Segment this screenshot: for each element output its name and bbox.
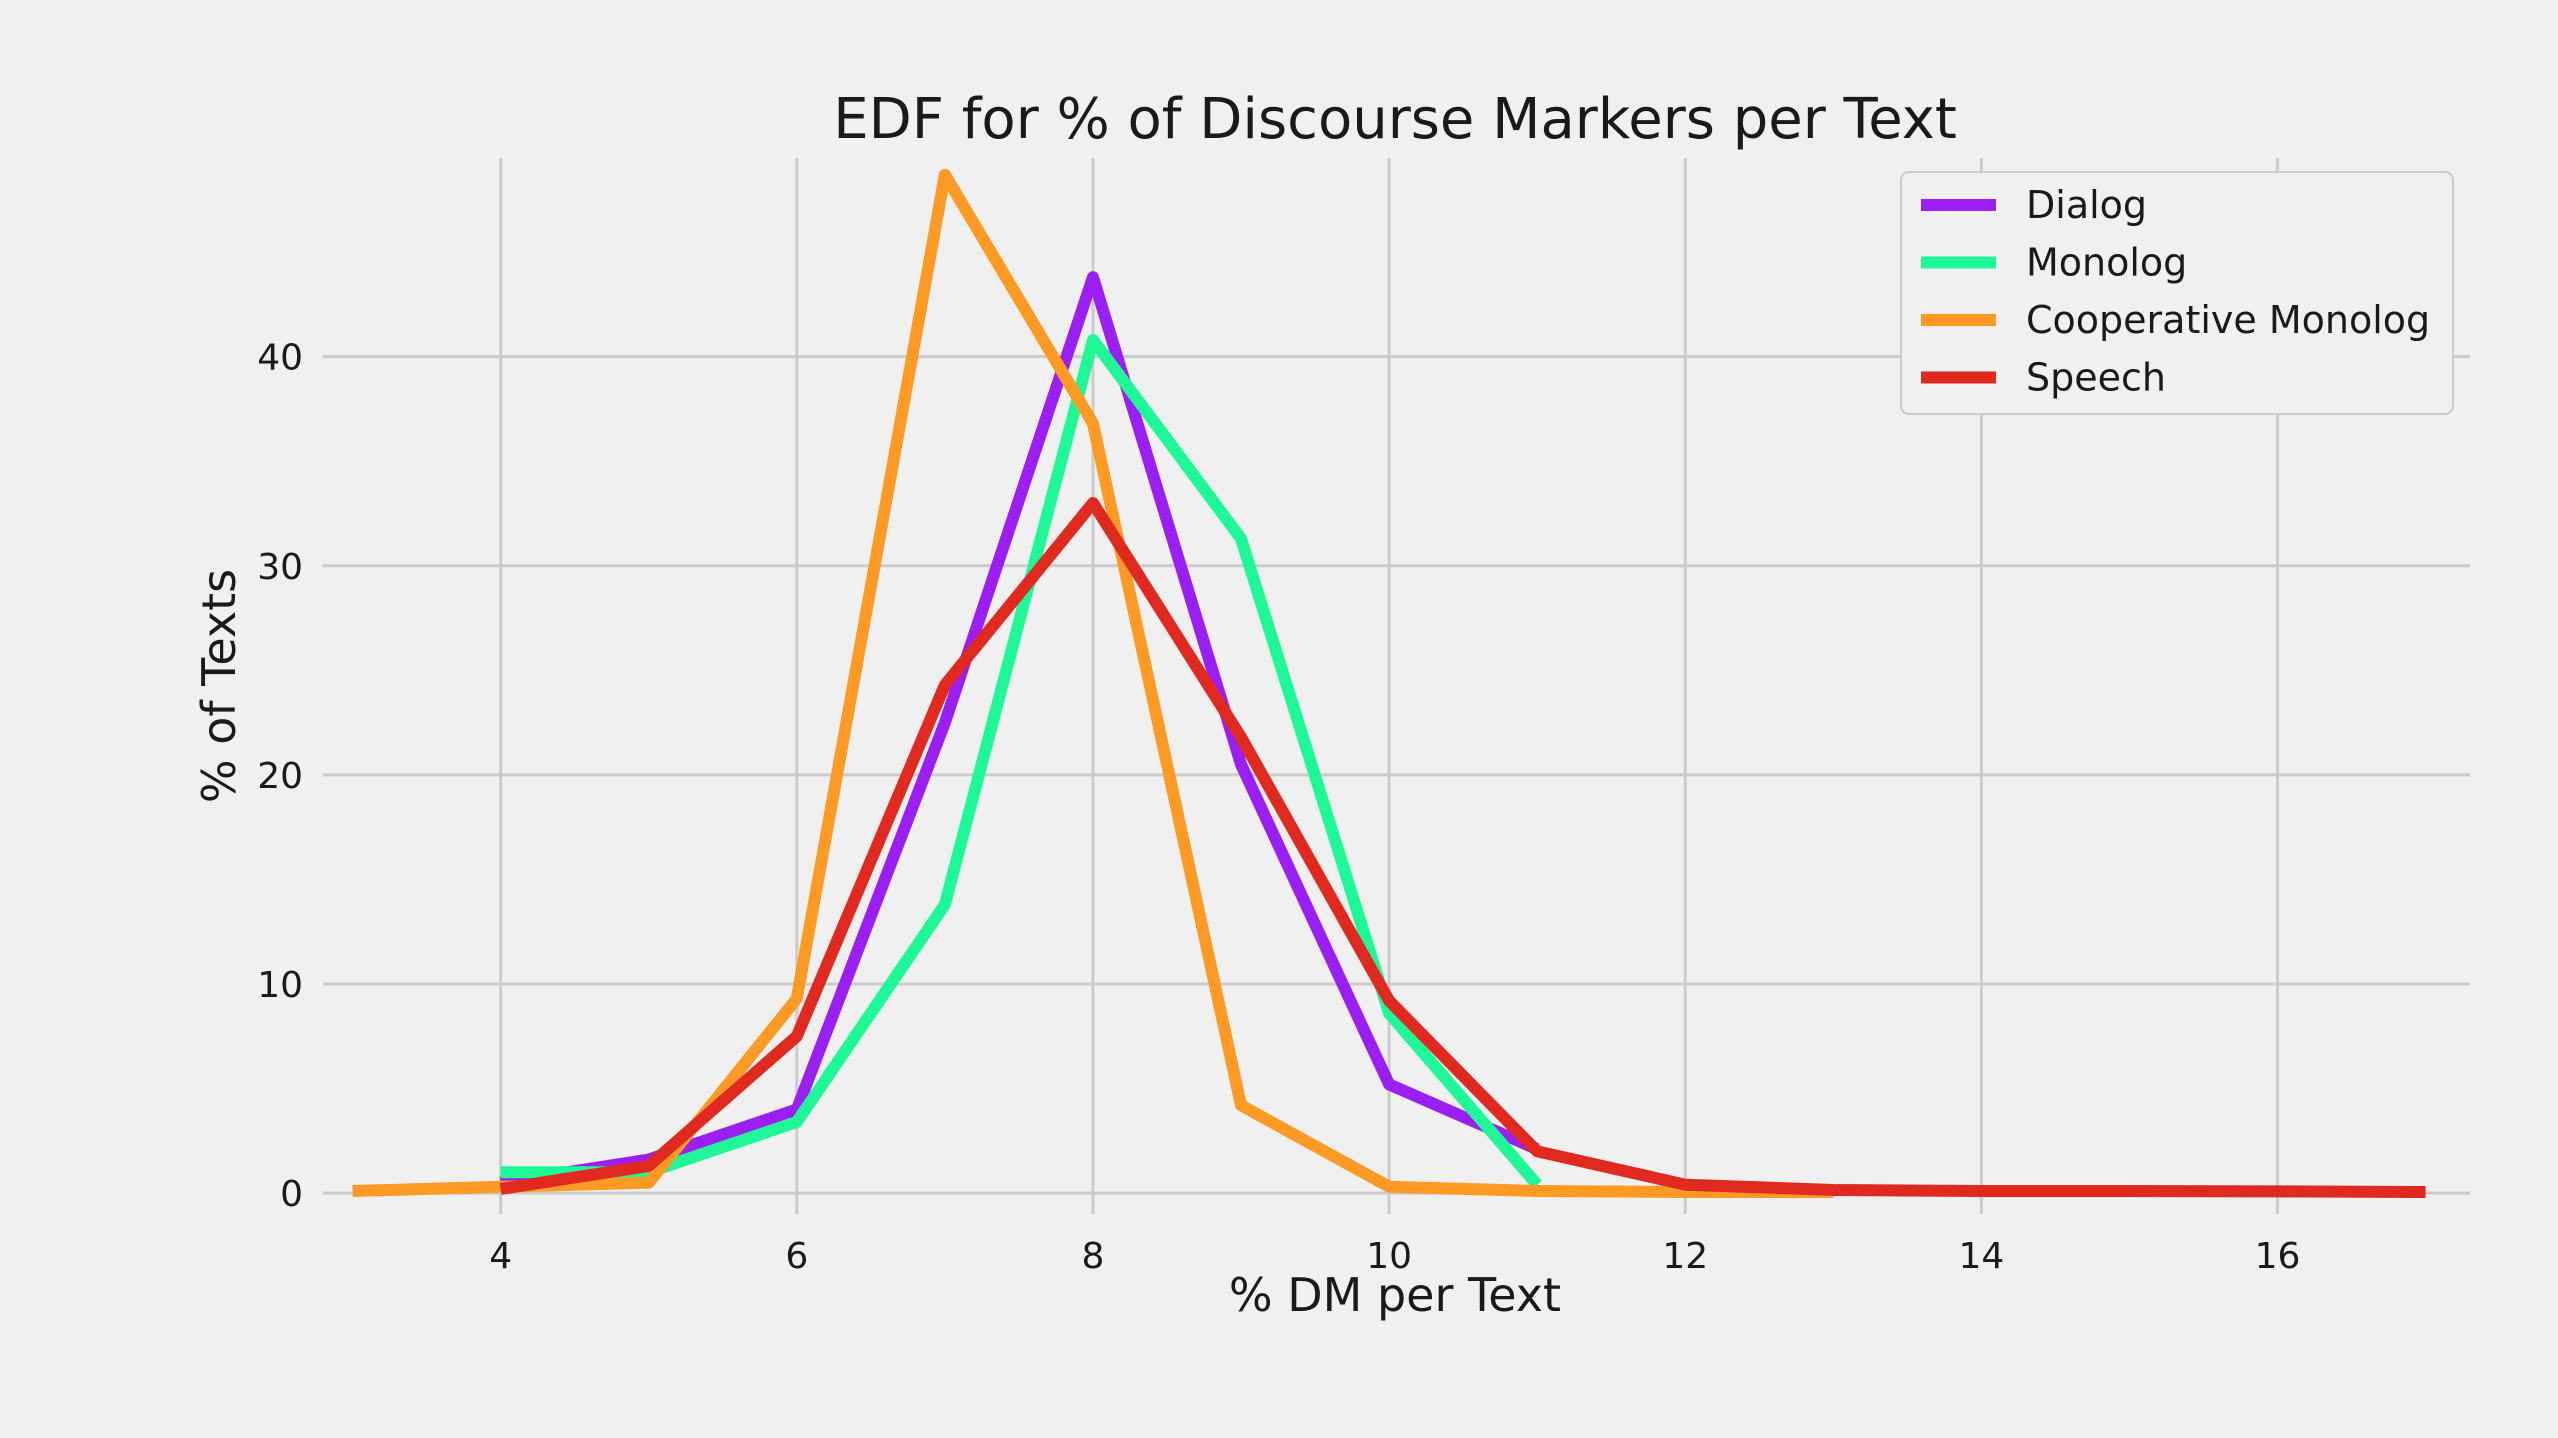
legend: Dialog Monolog Cooperative Monolog Speech: [1900, 171, 2454, 415]
x-tick-label: 8: [1082, 1236, 1105, 1277]
x-tick-label: 12: [1662, 1236, 1708, 1277]
x-tick-label: 4: [489, 1236, 512, 1277]
legend-label: Dialog: [2026, 183, 2147, 227]
legend-label: Speech: [2026, 356, 2166, 400]
tick-labels: 4 6 8 10 12 14 16 0 10 20 30 40: [257, 338, 2300, 1277]
y-tick-label: 30: [257, 547, 303, 588]
y-axis-title: % of Texts: [192, 569, 246, 803]
y-tick-label: 20: [257, 756, 303, 797]
x-tick-label: 10: [1366, 1236, 1412, 1277]
legend-label: Monolog: [2026, 241, 2187, 285]
series-line-speech: [499, 497, 2426, 1198]
legend-label: Cooperative Monolog: [2026, 298, 2430, 342]
x-tick-label: 14: [1958, 1236, 2004, 1277]
x-tick-label: 16: [2255, 1236, 2301, 1277]
series-lines: [352, 168, 2426, 1198]
legend-box: [1900, 171, 2454, 415]
x-tick-label: 6: [785, 1236, 808, 1277]
series-line-dialog: [499, 271, 1540, 1189]
y-tick-label: 0: [280, 1174, 303, 1215]
series-line-cooperative-monolog: [352, 168, 1834, 1198]
chart-title: EDF for % of Discourse Markers per Text: [833, 87, 1957, 152]
x-axis-title: % DM per Text: [1229, 1268, 1561, 1322]
y-tick-label: 10: [257, 965, 303, 1006]
series-line-monolog: [500, 333, 1542, 1189]
y-tick-label: 40: [257, 338, 303, 379]
